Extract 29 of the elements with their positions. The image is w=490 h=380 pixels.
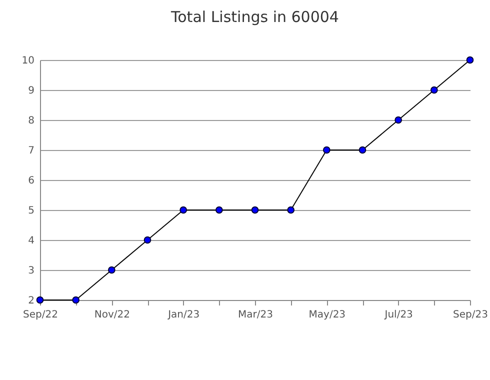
x-tick-label: May/23	[308, 310, 346, 320]
y-tick-label: 4	[28, 236, 34, 246]
x-tick-label: Mar/23	[238, 310, 273, 320]
chart-title: Total Listings in 60004	[170, 8, 339, 26]
y-tick-label: 7	[28, 146, 34, 156]
y-tick-label: 2	[28, 296, 34, 306]
x-tick-label: Sep/23	[453, 310, 488, 320]
point	[251, 206, 259, 214]
point	[108, 266, 116, 274]
point	[287, 206, 294, 214]
x-tick-label: Nov/22	[94, 310, 130, 320]
point	[72, 296, 80, 304]
y-tick-label: 5	[28, 206, 34, 216]
point	[323, 146, 330, 154]
point	[144, 236, 152, 244]
point	[394, 116, 402, 124]
y-tick-label: 3	[28, 266, 34, 276]
point	[430, 86, 438, 94]
x-tick-label: Jul/23	[384, 310, 413, 320]
y-tick-label: 6	[28, 176, 34, 186]
y-tick-label: 9	[28, 86, 34, 96]
x-tick-label: Jan/23	[167, 310, 200, 320]
y-tick-label: 8	[28, 116, 34, 126]
point	[180, 206, 187, 214]
point	[216, 206, 223, 214]
point	[466, 56, 474, 64]
y-tick-label: 10	[22, 56, 34, 66]
point	[358, 146, 366, 154]
x-tick-label: Sep/22	[23, 310, 58, 320]
